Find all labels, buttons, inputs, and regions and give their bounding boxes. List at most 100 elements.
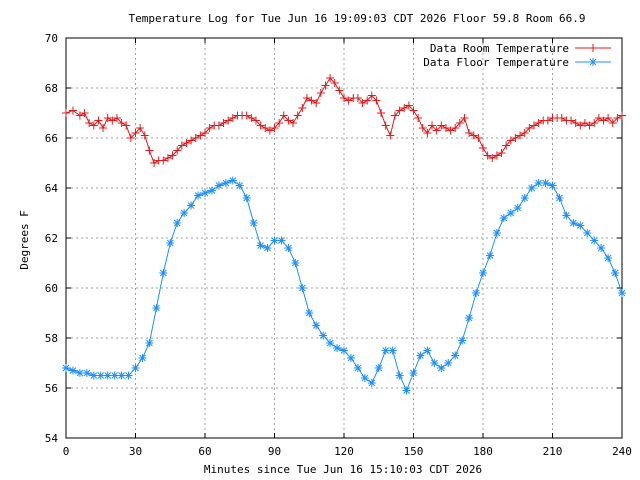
- x-tick-label-7: 210: [543, 445, 563, 458]
- data-point-1-77: [597, 244, 606, 252]
- data-point-0-32: [214, 121, 223, 130]
- y-tick-label-0: 54: [45, 432, 59, 445]
- data-point-1-42: [353, 364, 362, 372]
- x-tick-label-1: 30: [129, 445, 142, 458]
- data-point-0-86: [465, 129, 474, 137]
- data-point-1-32: [284, 244, 293, 252]
- legend-marker-floor: [589, 58, 597, 66]
- data-point-1-16: [173, 219, 182, 227]
- data-point-0-115: [599, 116, 608, 125]
- data-point-0-118: [613, 114, 622, 122]
- data-point-0-1: [68, 106, 77, 115]
- data-point-1-4: [89, 371, 98, 380]
- data-point-0-34: [224, 116, 233, 125]
- data-point-0-83: [451, 124, 460, 132]
- data-point-0-3: [80, 109, 89, 117]
- data-point-1-65: [513, 204, 522, 212]
- data-point-0-56: [326, 74, 335, 82]
- data-point-0-91: [488, 154, 497, 162]
- legend-marker-room-glyph: [589, 44, 597, 52]
- data-point-1-48: [395, 371, 404, 380]
- data-point-1-39: [333, 344, 342, 352]
- data-point-0-16: [140, 131, 149, 140]
- data-point-0-101: [534, 119, 543, 127]
- data-point-0-113: [590, 119, 599, 127]
- data-point-0-72: [400, 104, 409, 112]
- legend-label-room: Data Room Temperature: [430, 42, 569, 55]
- data-point-0-67: [377, 109, 386, 117]
- data-point-0-29: [201, 129, 209, 137]
- data-point-0-46: [279, 111, 288, 120]
- data-point-0-111: [580, 119, 589, 127]
- data-point-0-65: [367, 91, 376, 100]
- data-point-0-49: [293, 111, 302, 120]
- data-point-0-17: [145, 146, 154, 155]
- data-point-1-21: [207, 186, 216, 195]
- data-point-0-69: [386, 131, 395, 140]
- y-tick-label-5: 64: [45, 182, 59, 195]
- data-point-1-23: [221, 179, 230, 187]
- data-point-0-22: [168, 151, 177, 160]
- data-point-1-76: [590, 236, 599, 245]
- data-point-0-90: [483, 151, 492, 160]
- data-point-1-59: [472, 289, 481, 297]
- data-point-0-8: [103, 114, 112, 122]
- data-point-1-40: [340, 346, 348, 355]
- data-point-1-54: [437, 364, 446, 372]
- data-point-0-21: [163, 154, 172, 162]
- data-point-1-8: [117, 371, 126, 380]
- data-point-0-89: [479, 144, 487, 152]
- data-point-0-42: [261, 124, 270, 132]
- data-point-1-38: [326, 339, 335, 347]
- data-point-1-25: [235, 181, 244, 190]
- data-point-1-27: [249, 219, 258, 227]
- data-point-0-33: [219, 119, 228, 127]
- data-point-0-59: [340, 94, 348, 102]
- data-point-0-93: [497, 149, 506, 157]
- legend-marker-floor-glyph: [589, 58, 597, 66]
- data-point-0-51: [302, 94, 311, 102]
- data-point-0-38: [242, 111, 251, 120]
- data-point-0-95: [506, 136, 515, 145]
- data-point-0-71: [395, 106, 404, 115]
- data-point-0-117: [608, 119, 617, 127]
- data-point-1-1: [68, 366, 77, 375]
- y-tick-label-2: 58: [45, 332, 58, 345]
- data-point-0-13: [126, 134, 135, 142]
- data-point-1-58: [465, 314, 474, 322]
- y-axis-label: Degrees F: [18, 210, 31, 270]
- data-point-1-15: [166, 239, 175, 247]
- data-point-0-77: [423, 129, 432, 137]
- data-point-0-7: [99, 124, 108, 132]
- x-tick-label-4: 120: [334, 445, 354, 458]
- y-tick-label-1: 56: [45, 382, 58, 395]
- data-point-1-22: [214, 181, 223, 190]
- x-tick-label-5: 150: [404, 445, 424, 458]
- data-point-0-64: [363, 96, 372, 105]
- data-point-1-66: [520, 194, 529, 202]
- data-point-0-60: [344, 96, 353, 105]
- data-point-1-3: [82, 369, 91, 377]
- data-point-1-71: [555, 194, 564, 202]
- data-point-1-41: [346, 354, 355, 362]
- data-point-1-18: [187, 201, 196, 210]
- data-point-1-35: [305, 309, 314, 317]
- data-point-0-58: [335, 86, 344, 95]
- data-point-1-2: [75, 369, 84, 377]
- data-point-0-6: [94, 116, 103, 125]
- data-point-0-78: [428, 121, 437, 130]
- data-point-1-29: [263, 244, 272, 252]
- data-point-1-24: [228, 176, 237, 185]
- data-point-0-53: [312, 99, 321, 107]
- data-point-0-4: [85, 119, 94, 127]
- data-point-0-79: [432, 126, 441, 135]
- x-tick-label-0: 0: [63, 445, 70, 458]
- data-point-1-33: [291, 259, 300, 267]
- data-point-0-87: [469, 131, 478, 140]
- data-point-0-40: [251, 116, 260, 125]
- data-point-0-9: [108, 116, 117, 125]
- series-0: [62, 74, 626, 167]
- data-point-0-112: [585, 121, 594, 130]
- data-point-0-18: [150, 159, 159, 167]
